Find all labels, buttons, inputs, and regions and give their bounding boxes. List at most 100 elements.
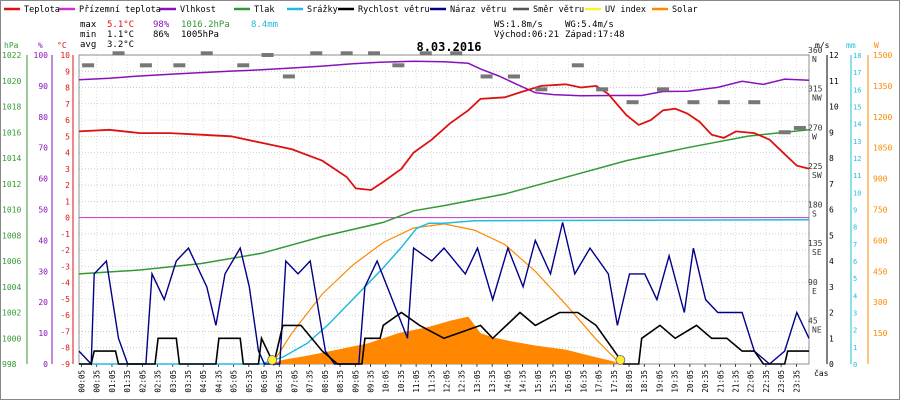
wind-direction-mark bbox=[748, 100, 761, 105]
tick-label-pct: 10 bbox=[38, 329, 48, 338]
tick-label-direction: NE bbox=[812, 325, 822, 334]
axis-labels: hPa % °C m/s mm W čas bbox=[4, 41, 879, 378]
tick-label-hpa: 998 bbox=[2, 360, 17, 369]
legend-label: Vlhkost bbox=[180, 5, 216, 15]
grid bbox=[78, 54, 810, 365]
tick-label-time: 04:05 bbox=[199, 370, 208, 393]
stats-min-label: min bbox=[80, 30, 96, 40]
tick-label-direction: SE bbox=[812, 248, 822, 257]
tick-label-direction-deg: 360 bbox=[808, 46, 823, 55]
stats-max-pressure: 1016.2hPa bbox=[181, 20, 230, 30]
wind-direction-mark bbox=[340, 51, 353, 56]
tick-label-pct: 50 bbox=[38, 206, 48, 215]
tick-label-time: 23:05 bbox=[777, 370, 786, 393]
tick-label-direction-deg: 90 bbox=[808, 278, 818, 287]
tick-label-time: 14:35 bbox=[519, 370, 528, 393]
wind-direction-mark bbox=[793, 125, 806, 130]
tick-label-degc: -8 bbox=[60, 344, 70, 353]
tick-label-w: 750 bbox=[873, 206, 888, 215]
tick-label-hpa: 1020 bbox=[2, 77, 21, 86]
tick-label-mm: 11 bbox=[853, 172, 861, 180]
tick-label-time: 05:05 bbox=[230, 370, 239, 393]
tick-label-pct: 0 bbox=[43, 360, 48, 369]
tick-label-time: 11:05 bbox=[412, 370, 421, 393]
tick-label-time: 12:35 bbox=[458, 370, 467, 393]
tick-label-mm: 2 bbox=[853, 327, 857, 335]
wind-direction-mark bbox=[778, 130, 791, 135]
tick-label-mm: 16 bbox=[853, 86, 861, 94]
tick-label-direction: SW bbox=[812, 171, 822, 180]
stats-avg-label: avg bbox=[80, 40, 96, 50]
tick-label-time: 10:35 bbox=[397, 370, 406, 393]
wind-direction-mark bbox=[571, 63, 584, 68]
tick-label-pct: 60 bbox=[38, 175, 48, 184]
tick-label-direction: NW bbox=[812, 94, 822, 103]
stats-wind-speed: WS:1.8m/s bbox=[494, 20, 543, 30]
tick-label-time: 07:35 bbox=[306, 370, 315, 393]
tick-label-degc: -4 bbox=[60, 279, 70, 288]
tick-label-mm: 12 bbox=[853, 155, 861, 163]
tick-label-w: 1500 bbox=[873, 51, 892, 60]
tick-label-mm: 3 bbox=[853, 310, 857, 318]
tick-label-pct: 30 bbox=[38, 267, 48, 276]
legend-label: Srážky bbox=[307, 5, 338, 15]
tick-label-pct: 40 bbox=[38, 236, 48, 245]
tick-label-time: 16:35 bbox=[579, 370, 588, 393]
tick-label-ms: 9 bbox=[829, 128, 834, 137]
tick-label-time: 08:05 bbox=[321, 370, 330, 393]
tick-label-time: 09:35 bbox=[366, 370, 375, 393]
wind-direction-mark bbox=[200, 51, 213, 56]
tick-label-w: 1350 bbox=[873, 82, 892, 91]
tick-label-degc: 10 bbox=[60, 51, 70, 60]
tick-label-mm: 6 bbox=[853, 258, 857, 266]
tick-label-time: 14:05 bbox=[503, 370, 512, 393]
tick-label-time: 20:05 bbox=[686, 370, 695, 393]
axis-unit-time: čas bbox=[814, 368, 829, 378]
tick-label-w: 300 bbox=[873, 298, 888, 307]
tick-label-w: 1200 bbox=[873, 113, 892, 122]
tick-label-degc: 1 bbox=[65, 197, 70, 206]
wind-direction-mark bbox=[596, 87, 609, 92]
legend-label: UV index bbox=[605, 5, 646, 15]
tick-label-degc: 7 bbox=[65, 100, 70, 109]
series-line-pressure bbox=[78, 128, 810, 275]
tick-label-degc: 2 bbox=[65, 181, 70, 190]
axis-unit-pct: % bbox=[38, 41, 43, 50]
wind-direction-mark bbox=[173, 63, 186, 68]
tick-label-ms: 1 bbox=[829, 334, 834, 343]
tick-label-time: 10:05 bbox=[382, 370, 391, 393]
tick-label-degc: 3 bbox=[65, 165, 70, 174]
stats-min-pressure: 1005hPa bbox=[181, 30, 219, 40]
tick-label-ms: 4 bbox=[829, 257, 834, 266]
tick-label-time: 03:05 bbox=[169, 370, 178, 393]
solar-area bbox=[270, 316, 621, 364]
stats-max-label: max bbox=[80, 20, 97, 30]
wind-direction-mark bbox=[480, 74, 493, 79]
tick-label-direction-deg: 225 bbox=[808, 162, 823, 171]
tick-label-time: 01:05 bbox=[108, 370, 117, 393]
wind-direction-mark bbox=[657, 87, 669, 92]
tick-label-mm: 1 bbox=[853, 344, 857, 352]
tick-label-direction: E bbox=[812, 287, 817, 296]
legend-label: Náraz větru bbox=[450, 5, 506, 15]
stats-avg-temp: 3.2°C bbox=[107, 40, 134, 50]
wind-direction-mark bbox=[392, 63, 405, 68]
series-layer bbox=[78, 51, 810, 367]
tick-label-degc: -1 bbox=[60, 230, 70, 239]
tick-label-time: 02:05 bbox=[138, 370, 147, 393]
tick-label-hpa: 1002 bbox=[2, 309, 21, 318]
tick-label-degc: -6 bbox=[60, 311, 70, 320]
tick-label-ms: 0 bbox=[829, 360, 834, 369]
tick-label-mm: 17 bbox=[853, 69, 861, 77]
tick-label-hpa: 1010 bbox=[2, 206, 21, 215]
tick-label-mm: 7 bbox=[853, 241, 857, 249]
stats-sunrise: Východ:06:21 bbox=[494, 30, 559, 40]
axis-unit-hpa: hPa bbox=[4, 41, 19, 50]
tick-label-direction: W bbox=[812, 132, 817, 141]
tick-label-time: 19:05 bbox=[655, 370, 664, 393]
tick-label-time: 15:35 bbox=[549, 370, 558, 393]
tick-label-time: 07:05 bbox=[290, 370, 299, 393]
tick-label-direction-deg: 315 bbox=[808, 85, 823, 94]
tick-label-w: 1050 bbox=[873, 144, 892, 153]
